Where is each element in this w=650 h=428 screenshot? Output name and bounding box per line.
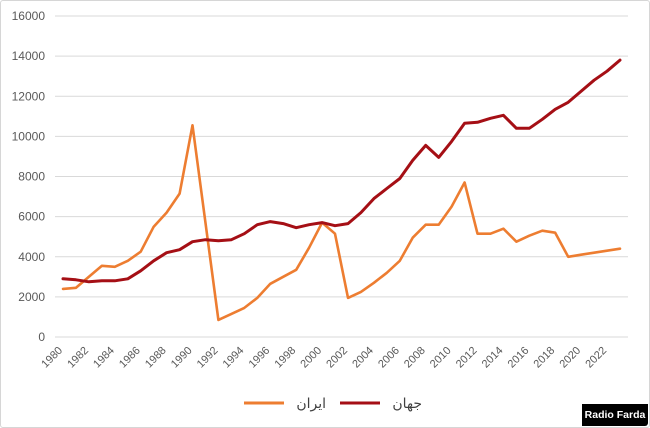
y-tick-label-4000: 4000 — [18, 250, 45, 264]
legend-label-0: ایران — [296, 395, 326, 412]
x-tick-label-1996: 1996 — [247, 345, 273, 371]
x-tick-label-2010: 2010 — [428, 345, 454, 371]
x-tick-label-1998: 1998 — [272, 345, 298, 371]
y-tick-label-10000: 10000 — [12, 129, 46, 143]
y-tick-label-0: 0 — [38, 330, 45, 344]
y-tick-label-8000: 8000 — [18, 170, 45, 184]
series-line-0 — [61, 124, 622, 322]
y-tick-label-2000: 2000 — [18, 290, 45, 304]
x-tick-label-2002: 2002 — [324, 345, 350, 371]
x-tick-label-1994: 1994 — [221, 345, 247, 371]
x-tick-label-1990: 1990 — [169, 345, 195, 371]
legend-label-1: جهان — [392, 395, 422, 412]
y-tick-label-6000: 6000 — [18, 210, 45, 224]
x-tick-label-2012: 2012 — [454, 345, 480, 371]
x-tick-label-2006: 2006 — [376, 345, 402, 371]
x-tick-label-2004: 2004 — [350, 345, 376, 371]
x-tick-label-1982: 1982 — [65, 345, 91, 371]
brand-label: Radio Farda — [584, 409, 646, 421]
y-tick-label-16000: 16000 — [12, 9, 46, 23]
y-tick-label-14000: 14000 — [12, 49, 46, 63]
x-tick-label-2020: 2020 — [557, 345, 583, 371]
x-tick-label-1988: 1988 — [143, 345, 169, 371]
brand-badge: Radio Farda — [582, 404, 648, 426]
x-tick-label-2008: 2008 — [402, 345, 428, 371]
x-tick-label-2000: 2000 — [298, 345, 324, 371]
series-line-1 — [61, 58, 622, 284]
x-tick-label-1984: 1984 — [91, 345, 117, 371]
x-tick-label-2022: 2022 — [583, 345, 609, 371]
x-tick-label-2016: 2016 — [506, 345, 532, 371]
x-tick-label-1980: 1980 — [39, 345, 65, 371]
x-tick-label-2018: 2018 — [532, 345, 558, 371]
x-tick-label-1992: 1992 — [195, 345, 221, 371]
y-tick-label-12000: 12000 — [12, 89, 46, 103]
x-tick-label-2014: 2014 — [480, 345, 506, 371]
x-tick-label-1986: 1986 — [117, 345, 143, 371]
